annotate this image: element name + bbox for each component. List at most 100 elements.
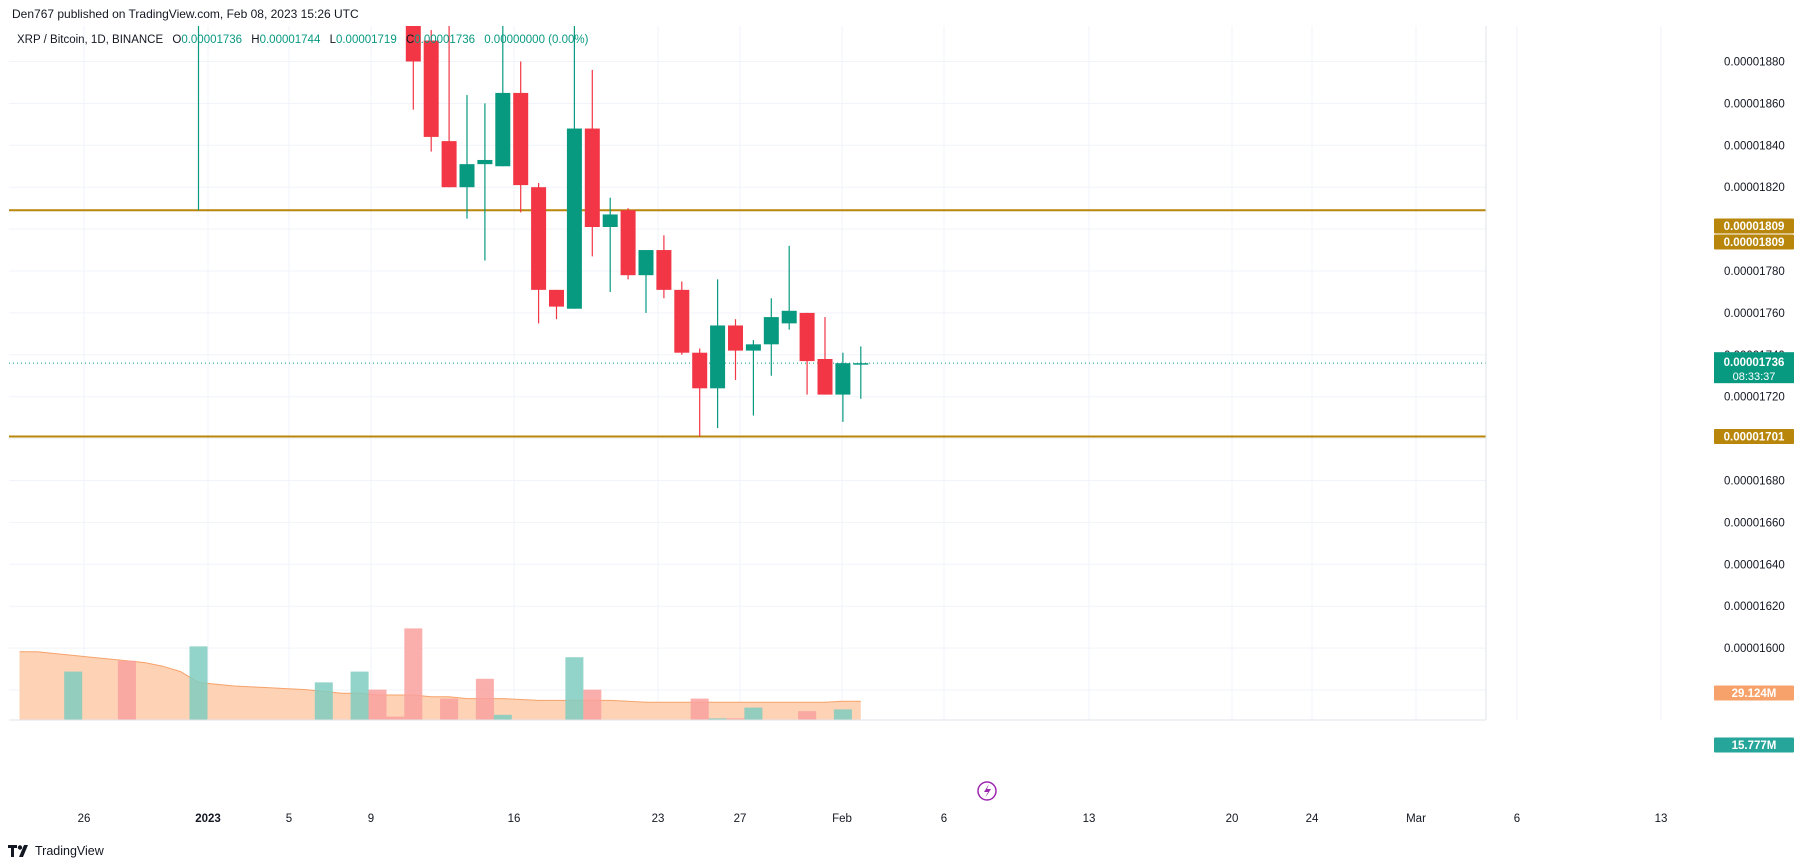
candle [745,340,761,416]
candle [102,9,117,11]
candle-body [728,325,743,351]
volume-bar [780,751,798,803]
volume-bar [46,774,64,803]
volume-bar [207,733,225,803]
volume-bar [28,783,46,803]
candle [316,9,331,11]
volume-bar [583,689,602,720]
candle-body [30,9,45,11]
candle-body [48,9,63,11]
time-tick-label: Mar [1406,813,1426,825]
candle [710,279,726,429]
candle [263,9,278,11]
candle-body [84,9,99,11]
price-tick-label: 0.00001720 [1724,392,1785,404]
volume-bar [172,767,190,803]
candle [209,9,224,11]
candle-body [66,9,81,11]
volume-last-tag-box [1714,737,1794,753]
legend-change: 0.00000000 (0.00%) [484,34,589,46]
volume-bar [136,745,154,803]
candle-body [566,128,582,309]
volume-bar [117,660,136,720]
legend-high: 0.00001744 [259,34,321,46]
volume-bar [225,733,243,803]
legend-close-label: C [405,34,415,46]
candle-body [334,9,349,11]
price-tick-label: 0.00001760 [1724,308,1785,320]
candle [495,26,511,167]
candle [298,9,313,11]
volume-bar [852,749,870,803]
volume-last-tag-text: 15.777M [1732,740,1777,752]
volume-ma-area [19,651,861,720]
candle-body [405,26,421,62]
candle-body [584,128,600,228]
candle [477,103,493,261]
candle [388,9,403,11]
candle [155,9,170,11]
tradingview-logo-icon [8,845,28,857]
volume-last-tag: 15.777M [1714,737,1794,753]
candle-body [853,363,869,365]
candle [584,69,600,257]
level-tag-lower-box [1714,429,1794,445]
candle-body [423,40,439,137]
candle-body [119,9,134,11]
time-tick-label: 16 [508,813,521,825]
candle-body [388,9,403,11]
candle [441,26,457,188]
footer-brand[interactable]: TradingView [8,842,104,860]
time-tick-label: 6 [1514,813,1520,825]
publisher-note: Den767 published on TradingView.com, Feb… [12,7,359,21]
legend-low: 0.00001719 [335,34,397,46]
volume-bar [565,657,584,720]
candle [763,298,779,376]
legend-low-label: L [329,34,336,46]
candle [48,9,63,11]
candle-body [102,9,117,11]
candle-body [692,352,708,389]
volume-bar [11,763,29,803]
candle [513,61,529,213]
time-tick-label: 6 [941,813,947,825]
volume-bar [440,698,459,720]
candle [197,26,200,211]
candle-body [799,312,815,362]
candle-body [137,9,152,11]
volume-bar [368,689,387,720]
volume-bar [726,718,745,720]
time-tick-label: 26 [78,813,91,825]
candle-body [549,289,564,307]
legend-high-label: H [251,34,260,46]
candle [84,9,99,11]
candle-body [441,141,457,188]
candle-body [281,9,296,11]
volume-bar [512,744,530,803]
price-tick-label: 0.00001660 [1724,517,1785,529]
last-price-value: 0.00001736 [1724,357,1785,369]
candle-body [155,9,170,11]
volume-ma-tag-box [1714,685,1794,701]
legend-close: 0.00001736 [414,34,476,46]
level-tag-upper: 0.00001809 [1714,218,1794,234]
time-tick-label: 27 [734,813,747,825]
candle-body [674,289,690,353]
volume-bar [297,742,315,803]
legend-open-label: O [172,34,182,46]
volume-bar [762,720,780,803]
volume-bar [386,716,405,720]
volume-pane [11,628,870,803]
candle [137,9,152,11]
volume-bar [493,714,512,720]
candle-body [656,250,672,290]
price-tick-label: 0.00001640 [1724,559,1785,571]
candle [781,245,797,330]
volume-bar [601,731,619,803]
candle [30,9,45,11]
volume-bar [673,745,691,803]
candle-body [209,9,224,11]
volume-bar [404,628,423,720]
candle-body [245,9,260,11]
